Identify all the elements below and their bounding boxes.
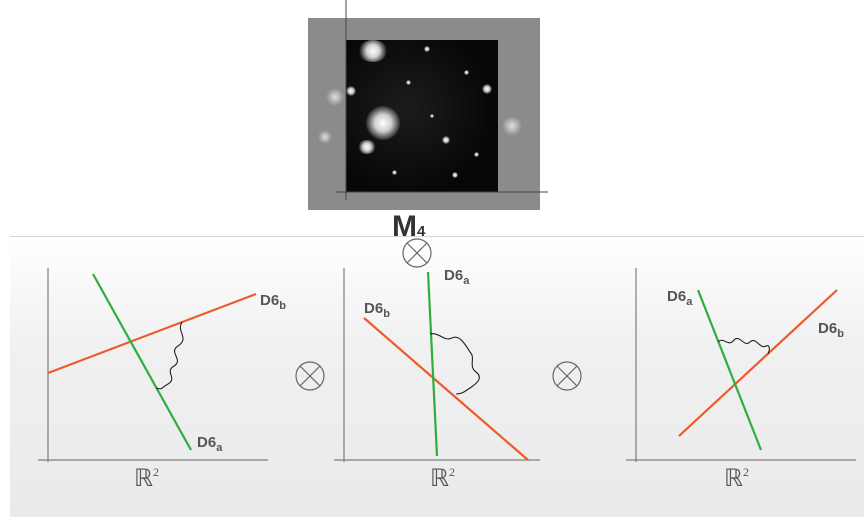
galaxy-ghost	[318, 130, 332, 144]
brane-a-line	[92, 273, 192, 451]
tensor-product-icon	[295, 361, 325, 391]
brane-b-line	[363, 317, 529, 461]
torus-plot-1: D6b D6a ℝ2	[38, 268, 286, 492]
open-string	[155, 321, 184, 390]
galaxy-ghost	[326, 88, 344, 106]
brane-b-line	[47, 292, 257, 375]
brane-a-label: D6a	[667, 288, 693, 308]
tensor-product-icon	[552, 361, 582, 391]
open-string	[429, 333, 480, 395]
brane-b-line	[678, 289, 838, 437]
brane-a-line	[426, 271, 439, 457]
open-string	[717, 338, 770, 355]
tensor-product-icon	[402, 238, 432, 268]
torus-plot-2: D6a D6b ℝ2	[334, 267, 540, 492]
brane-b-label: D6b	[260, 292, 286, 312]
brane-a-label: D6a	[444, 267, 470, 287]
torus-panel	[10, 236, 864, 517]
torus-plot-3: D6a D6b ℝ2	[626, 268, 856, 492]
galaxy-ghost	[502, 116, 522, 136]
brane-b-label: D6b	[364, 300, 390, 320]
galaxy-image	[346, 40, 498, 192]
manifold-label: M4	[392, 210, 426, 243]
brane-b-label: D6b	[818, 320, 844, 340]
r2-axis-label: ℝ2	[430, 465, 455, 492]
brane-a-line	[696, 289, 763, 451]
r2-axis-label: ℝ2	[134, 465, 159, 492]
r2-axis-label: ℝ2	[724, 465, 749, 492]
brane-a-label: D6a	[197, 434, 223, 454]
